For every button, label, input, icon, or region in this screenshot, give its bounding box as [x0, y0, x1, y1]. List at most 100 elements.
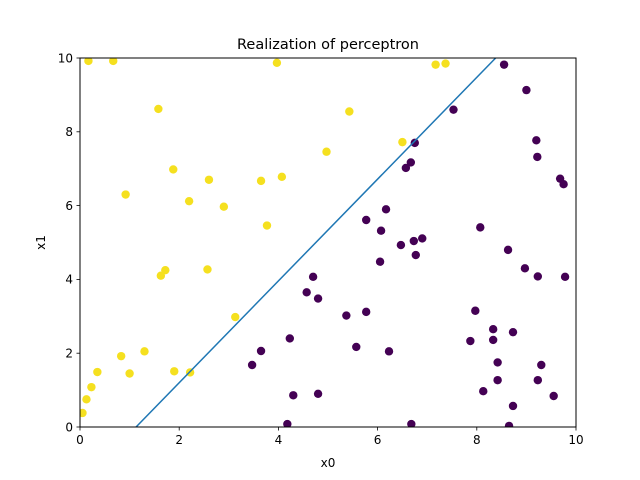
data-point-class-0: [504, 421, 514, 427]
data-point-class-0: [471, 306, 480, 315]
data-point-class-1: [262, 221, 272, 230]
decision-boundary-line: [135, 58, 497, 427]
data-point-class-0: [466, 336, 475, 346]
data-point-class-0: [302, 288, 311, 297]
data-point-class-0: [376, 226, 386, 235]
x-tick-label: 6: [374, 433, 382, 447]
data-point-class-0: [283, 419, 292, 427]
data-point-class-0: [401, 163, 411, 173]
data-point-class-0: [499, 60, 509, 69]
x-tick-label: 0: [76, 433, 84, 447]
data-point-class-1: [93, 367, 102, 377]
data-point-class-0: [313, 294, 323, 303]
data-point-class-1: [345, 107, 354, 116]
data-point-class-1: [109, 58, 118, 66]
data-point-class-0: [532, 136, 541, 145]
x-axis-label: x0: [321, 456, 336, 470]
data-point-class-0: [488, 325, 498, 334]
axes-frame: [79, 57, 577, 428]
data-point-class-1: [431, 60, 440, 69]
data-point-class-1: [204, 175, 214, 184]
data-point-class-0: [488, 335, 498, 345]
plot-area: [80, 58, 570, 427]
data-point-class-0: [308, 272, 318, 282]
x-tick-label: 10: [568, 433, 583, 447]
data-point-class-1: [80, 408, 87, 418]
data-point-class-1: [125, 369, 134, 378]
y-tick-label: 2: [65, 347, 73, 361]
data-point-class-1: [116, 351, 126, 361]
data-point-class-0: [549, 391, 558, 401]
data-point-class-0: [256, 346, 266, 356]
data-point-class-1: [154, 104, 163, 114]
data-point-class-0: [508, 401, 518, 411]
data-point-class-0: [352, 342, 361, 352]
x-axis: 0 2 4 6 8 10: [76, 427, 584, 447]
data-point-class-1: [277, 172, 287, 182]
data-point-class-0: [285, 334, 295, 343]
data-point-class-0: [533, 152, 542, 162]
data-point-class-0: [406, 158, 416, 167]
data-point-class-0: [342, 311, 351, 320]
data-point-class-0: [411, 250, 420, 260]
data-point-class-1: [87, 382, 96, 392]
data-point-class-1: [231, 312, 240, 322]
x-tick-label: 8: [473, 433, 481, 447]
data-point-class-0: [479, 387, 488, 396]
data-point-class-0: [289, 391, 298, 400]
data-point-class-0: [533, 375, 543, 385]
data-point-class-0: [533, 272, 543, 281]
chart-title: Realization of perceptron: [237, 37, 419, 53]
data-point-class-0: [361, 307, 371, 317]
data-point-class-0: [559, 180, 568, 189]
x-tick-label: 2: [175, 433, 183, 447]
y-tick-label: 6: [65, 199, 73, 213]
y-tick-label: 10: [58, 51, 73, 65]
data-point-class-0: [493, 375, 502, 385]
x-tick-label: 4: [275, 433, 283, 447]
y-axis-label: x1: [34, 235, 48, 250]
data-point-class-0: [522, 85, 531, 95]
data-point-class-0: [384, 347, 394, 356]
data-point-class-1: [272, 58, 282, 67]
data-point-class-1: [441, 59, 450, 68]
data-point-class-0: [520, 264, 530, 273]
data-point-class-1: [169, 165, 178, 174]
data-point-class-0: [476, 223, 485, 232]
y-tick-label: 0: [65, 420, 73, 434]
y-tick-label: 4: [65, 273, 73, 287]
data-point-class-1: [184, 196, 194, 206]
data-point-class-0: [537, 360, 546, 370]
data-point-class-0: [449, 105, 458, 114]
data-point-class-1: [256, 176, 266, 186]
data-point-class-0: [247, 360, 257, 370]
data-point-class-0: [381, 205, 391, 214]
data-point-class-1: [322, 147, 331, 156]
data-point-class-0: [560, 272, 570, 282]
data-point-class-0: [313, 389, 323, 398]
data-point-class-1: [140, 347, 149, 356]
data-point-class-1: [156, 271, 166, 280]
data-point-class-0: [407, 419, 416, 427]
data-point-class-0: [396, 240, 406, 250]
data-point-class-0: [409, 236, 419, 246]
data-point-class-0: [361, 215, 371, 225]
data-point-class-1: [170, 367, 179, 376]
data-point-class-0: [493, 358, 502, 367]
y-tick-label: 8: [65, 125, 73, 139]
data-point-class-0: [375, 257, 385, 266]
data-point-class-0: [508, 327, 518, 337]
data-point-class-1: [219, 202, 229, 211]
data-point-class-1: [203, 265, 212, 274]
y-axis: 0 2 4 6 8 10: [58, 51, 80, 434]
data-point-class-1: [121, 190, 130, 199]
data-point-class-0: [410, 138, 419, 148]
data-point-class-1: [398, 137, 407, 147]
data-point-class-1: [84, 58, 93, 66]
data-point-class-0: [418, 234, 427, 243]
data-point-class-1: [82, 395, 91, 404]
data-point-class-0: [503, 245, 513, 255]
